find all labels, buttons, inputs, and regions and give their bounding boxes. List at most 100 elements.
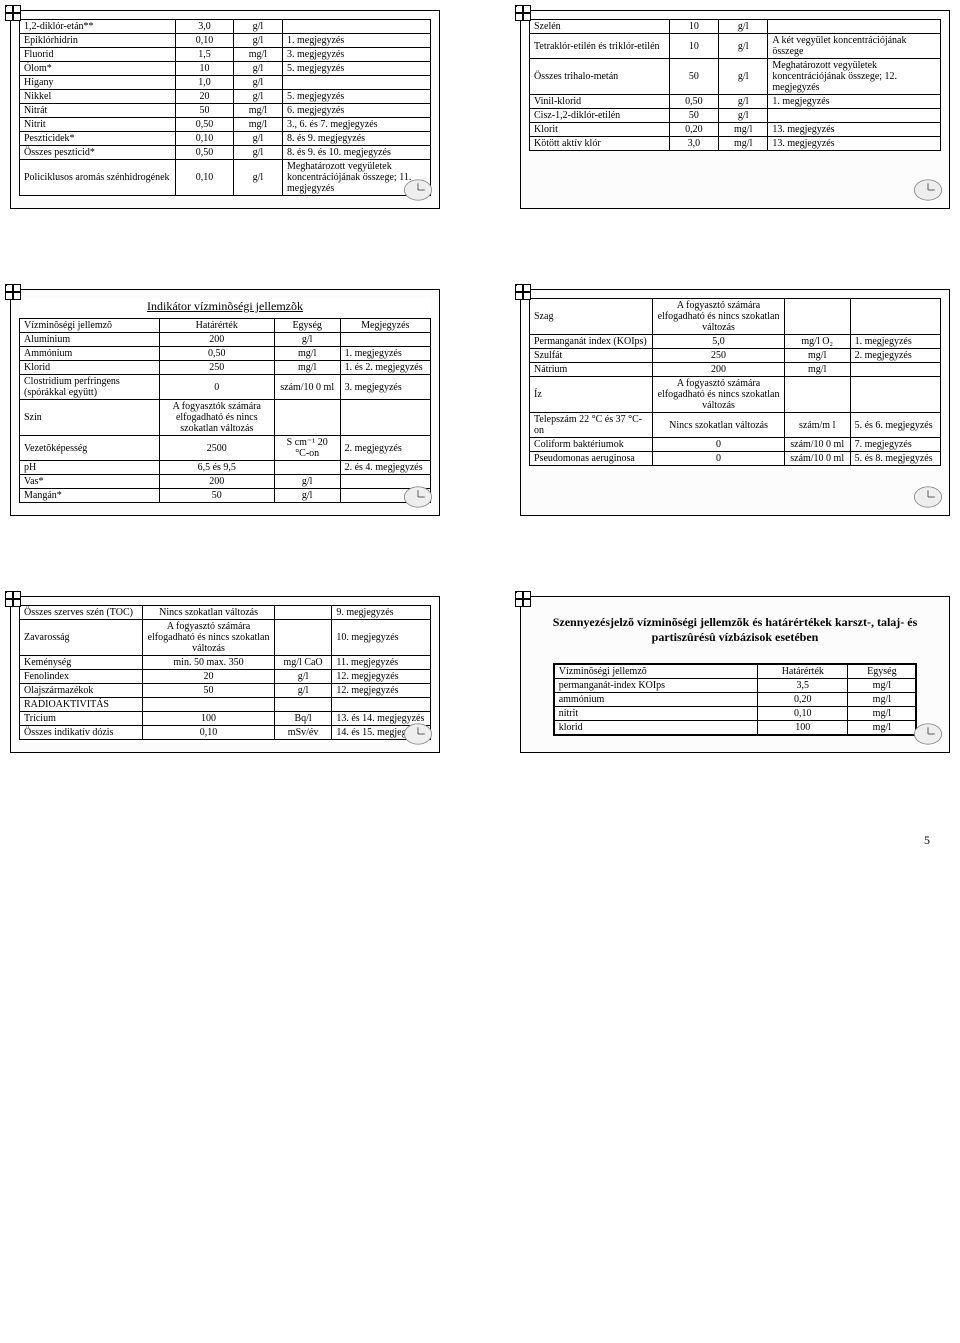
table-cell: Íz [530, 377, 653, 413]
table-cell: Klorit [530, 123, 670, 137]
clock-icon [401, 720, 435, 748]
table-cell: 7. megjegyzés [850, 438, 940, 452]
slide-2: Szelén10g/lTetraklór-etilén és triklór-e… [520, 10, 950, 209]
table-cell: 5. és 6. megjegyzés [850, 413, 940, 438]
table-cell: 20 [143, 670, 275, 684]
table-cell: Policiklusos aromás szénhidrogének [20, 160, 176, 196]
table-cell: szám/m l [784, 413, 850, 438]
table-cell: klorid [554, 721, 757, 735]
slide-corner-decor [515, 591, 535, 611]
slide-corner-decor [5, 284, 25, 304]
table-cell: mSv/év [274, 726, 332, 740]
table-cell [768, 20, 941, 34]
table-cell: 5. megjegyzés [283, 62, 431, 76]
table-cell: Nikkel [20, 90, 176, 104]
table-cell [340, 333, 430, 347]
table-cell: A két vegyület koncentrációjának összege [768, 34, 941, 59]
table-row: pH6,5 és 9,52. és 4. megjegyzés [20, 461, 431, 475]
table-row: ZavarosságA fogyasztó számára elfogadhat… [20, 620, 431, 656]
table-cell: mg/l [784, 349, 850, 363]
table-row: Ólom*10g/l5. megjegyzés [20, 62, 431, 76]
table-cell: mg/l O₂ [784, 335, 850, 349]
table-cell: g/l [719, 20, 768, 34]
table-row: nitrit0,10mg/l [554, 707, 916, 721]
table-cell: 0,10 [176, 132, 234, 146]
table-row: Nátrium200mg/l [530, 363, 941, 377]
table-row: Trícium100Bq/l13. és 14. megjegyzés [20, 712, 431, 726]
table-row: Összes indikatív dózis0,10mSv/év14. és 1… [20, 726, 431, 740]
table-cell [143, 698, 275, 712]
table-cell: mg/l [233, 48, 282, 62]
table-cell: 200 [159, 333, 274, 347]
table-cell: Keménység [20, 656, 143, 670]
table-cell: g/l [233, 76, 282, 90]
table-header-cell: Határérték [758, 665, 848, 679]
table-cell: Összes indikatív dózis [20, 726, 143, 740]
table-cell: g/l [233, 160, 282, 196]
table-header-cell: Megjegyzés [340, 319, 430, 333]
clock-icon [911, 720, 945, 748]
table-cell: 1,5 [176, 48, 234, 62]
table-cell: g/l [233, 34, 282, 48]
table-cell: mg/l [233, 104, 282, 118]
table-cell: 1. és 2. megjegyzés [340, 361, 430, 375]
table-row: ammónium0,20mg/l [554, 693, 916, 707]
table-cell: 50 [159, 489, 274, 503]
table-row: Peszticidek*0,10g/l8. és 9. megjegyzés [20, 132, 431, 146]
table-cell: Vas* [20, 475, 160, 489]
table-cell: 0,10 [176, 34, 234, 48]
table-cell: szám/10 0 ml [784, 438, 850, 452]
table-cell: Vezetõképesség [20, 436, 160, 461]
table-row: Vezetõképesség2500S cm⁻¹ 20 °C-on2. megj… [20, 436, 431, 461]
table-cell [274, 620, 332, 656]
table-cell: Összes szerves szén (TOC) [20, 606, 143, 620]
table-cell: g/l [233, 20, 282, 34]
table-cell: 3,5 [758, 679, 848, 693]
table-cell: Bq/l [274, 712, 332, 726]
table-cell: mg/l [233, 118, 282, 132]
table-cell: mg/l [848, 693, 916, 707]
table-row: Fluorid1,5mg/l3. megjegyzés [20, 48, 431, 62]
slide-corner-decor [515, 5, 535, 25]
table-row: Kötött aktív klór3,0mg/l13. megjegyzés [530, 137, 941, 151]
table-row: Higany1,0g/l [20, 76, 431, 90]
table-cell: Szag [530, 299, 653, 335]
table-cell: Fenolindex [20, 670, 143, 684]
table-row: Nitrát50mg/l6. megjegyzés [20, 104, 431, 118]
table-cell: Szelén [530, 20, 670, 34]
table-cell [850, 299, 940, 335]
table-row: Pseudomonas aeruginosa0szám/10 0 ml5. és… [530, 452, 941, 466]
table-cell [340, 400, 430, 436]
table-cell: 0,10 [176, 160, 234, 196]
table-cell: 12. megjegyzés [332, 684, 431, 698]
table-cell: min. 50 max. 350 [143, 656, 275, 670]
table-cell: Összes trihalo-metán [530, 59, 670, 95]
table-cell: 50 [669, 109, 718, 123]
table-cell: 0,50 [176, 146, 234, 160]
table-s4: SzagA fogyasztó számára elfogadható és n… [529, 298, 941, 466]
table-cell: 20 [176, 90, 234, 104]
table-cell: RADIOAKTIVITÁS [20, 698, 143, 712]
table-row: Mangán*50g/l [20, 489, 431, 503]
table-cell: Trícium [20, 712, 143, 726]
table-row: ÍzA fogyasztó számára elfogadható és nin… [530, 377, 941, 413]
table-cell: Ólom* [20, 62, 176, 76]
table-header-cell: Egység [848, 665, 916, 679]
table-cell: 3. megjegyzés [283, 48, 431, 62]
table-row: Policiklusos aromás szénhidrogének0,10g/… [20, 160, 431, 196]
table-row: Nitrit0,50mg/l3., 6. és 7. megjegyzés [20, 118, 431, 132]
table-cell: 1,0 [176, 76, 234, 90]
table-cell: 13. megjegyzés [768, 123, 941, 137]
table-header-cell: Egység [274, 319, 340, 333]
table-row: SzagA fogyasztó számára elfogadható és n… [530, 299, 941, 335]
table-row: Permanganát index (KOIps)5,0mg/l O₂1. me… [530, 335, 941, 349]
table-cell: 200 [653, 363, 785, 377]
table-cell: mg/l [719, 137, 768, 151]
table-row: Összes peszticid*0,50g/l8. és 9. és 10. … [20, 146, 431, 160]
table-cell: 100 [143, 712, 275, 726]
table-cell: 13. megjegyzés [768, 137, 941, 151]
table-cell: 0,20 [758, 693, 848, 707]
table-cell: Összes peszticid* [20, 146, 176, 160]
table-cell: mg/l [719, 123, 768, 137]
table-cell: mg/l [274, 361, 340, 375]
